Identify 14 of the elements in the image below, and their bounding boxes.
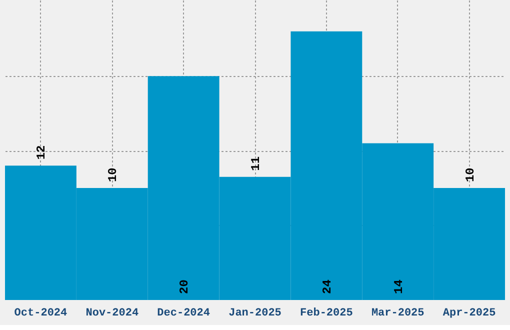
data-label: 14 (392, 280, 406, 294)
data-label: 12 (34, 145, 49, 160)
x-tick-label: Jan-2025 (228, 308, 282, 320)
x-tick-label: Oct-2024 (14, 308, 68, 320)
data-label: 10 (106, 168, 120, 182)
x-tick-label: Dec-2024 (157, 308, 210, 320)
data-label: 24 (320, 280, 334, 294)
x-tick-label: Feb-2025 (300, 308, 354, 320)
x-tick-label: Nov-2024 (86, 308, 139, 320)
data-label: 20 (178, 280, 192, 294)
x-tick-label: Apr-2025 (442, 308, 496, 320)
data-label: 11 (249, 156, 263, 171)
data-label: 10 (463, 168, 478, 182)
x-tick-label: Mar-2025 (371, 308, 425, 320)
